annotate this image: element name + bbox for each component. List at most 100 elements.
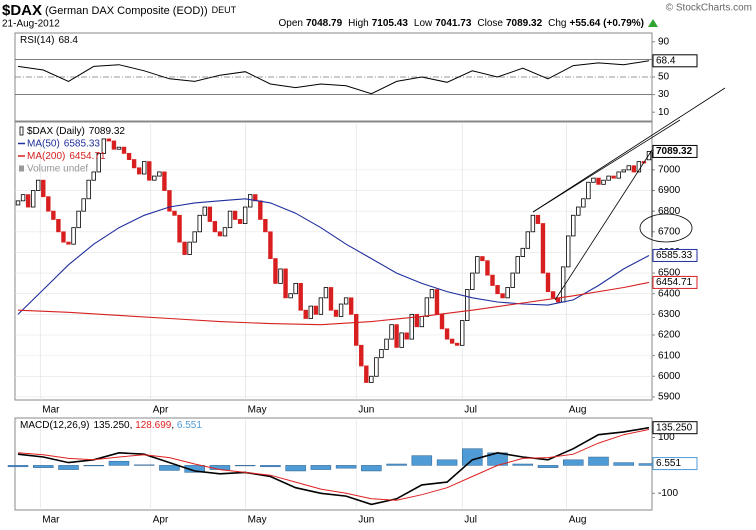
- ma-line: [17, 281, 650, 326]
- candle-body: [419, 316, 425, 328]
- candle-body: [197, 214, 202, 233]
- histogram-bar: [386, 463, 407, 466]
- legend-value: 128.699: [135, 420, 172, 431]
- name: (German DAX Composite (EOD)): [45, 5, 208, 17]
- symbol: $DAX: [2, 2, 42, 19]
- legend-entry: MA(50) 6585.33: [27, 138, 100, 149]
- histogram-bar: [159, 465, 180, 471]
- y-tick-label: 6300: [658, 309, 681, 320]
- candle-body: [91, 171, 96, 181]
- legend-name: RSI(14): [20, 35, 54, 46]
- candle-body: [15, 200, 21, 206]
- annotations: [532, 87, 726, 301]
- candle-body: [162, 171, 167, 191]
- y-tick-label: 10: [658, 107, 670, 118]
- candle-body: [177, 214, 182, 243]
- candle-body: [465, 289, 470, 321]
- value-tag: 7089.32: [652, 144, 698, 158]
- histogram-bar: [436, 459, 458, 466]
- candle-body: [434, 289, 440, 315]
- candle-body: [187, 241, 192, 255]
- candle-body: [81, 198, 86, 212]
- macd-line: [17, 429, 650, 501]
- candle-body: [505, 287, 510, 299]
- candle-body: [313, 305, 319, 315]
- legend-name: Volume undef: [27, 163, 88, 174]
- histogram-bar: [33, 465, 54, 468]
- quote-value: 7048.79: [306, 18, 343, 29]
- y-tick-label: 6800: [658, 206, 681, 217]
- x-tick-label: Jun: [358, 515, 374, 526]
- trend-line: [532, 119, 681, 213]
- histogram-bar: [512, 463, 534, 466]
- y-tick-label: 30: [658, 89, 670, 100]
- candle-body: [41, 179, 46, 198]
- candle-body: [454, 342, 460, 346]
- candle-body: [222, 227, 228, 237]
- y-tick-label: 6200: [658, 330, 681, 341]
- x-tick-label: Jun: [358, 405, 374, 416]
- candle-body: [409, 313, 414, 340]
- candle-body: [121, 146, 127, 154]
- x-tick-label: Jul: [464, 405, 477, 416]
- candle-body: [348, 297, 354, 315]
- x-tick-label: Apr: [153, 515, 169, 526]
- candle-body: [550, 291, 556, 299]
- y-tick-label: 5900: [658, 392, 681, 403]
- separator: ,: [130, 420, 136, 431]
- candle-body: [248, 194, 253, 208]
- candle-body: [606, 175, 611, 181]
- candle-body: [369, 375, 374, 383]
- candle-body: [142, 161, 147, 175]
- candle-body: [354, 313, 359, 346]
- histogram-bar: [209, 465, 231, 470]
- histogram-bar: [7, 465, 29, 468]
- candle-body: [616, 171, 621, 179]
- separator: ,: [171, 420, 177, 431]
- quote-value: 7041.73: [435, 18, 472, 29]
- legend-icon: [19, 165, 24, 172]
- candle-body: [111, 140, 117, 150]
- candle-body: [182, 241, 187, 255]
- candle-body: [36, 179, 41, 191]
- candle-body: [263, 219, 268, 233]
- up-arrow: [648, 19, 658, 27]
- candle-body: [288, 293, 293, 299]
- candle-body: [475, 256, 480, 274]
- candle-body: [227, 210, 233, 229]
- quote-label: Low: [414, 18, 433, 29]
- candle-body: [152, 175, 157, 181]
- histogram-bar: [133, 464, 155, 466]
- rsi-line: [17, 60, 650, 95]
- tag-label: 68.4: [656, 55, 676, 66]
- candle-body: [581, 198, 586, 208]
- candle-body: [76, 210, 81, 229]
- x-tick-label: Aug: [569, 515, 587, 526]
- tag-label: 7089.32: [656, 146, 693, 157]
- candle-body: [449, 338, 455, 344]
- quote-value: 7089.32: [506, 18, 543, 29]
- value-tag: 6454.71: [652, 275, 698, 289]
- candle-body: [242, 206, 248, 224]
- candle-body: [202, 206, 207, 216]
- quote-label: High: [348, 18, 369, 29]
- candle-body: [540, 223, 546, 274]
- macd-line: [17, 426, 650, 506]
- candle-body: [157, 171, 162, 177]
- candle-body: [46, 196, 51, 212]
- legend-entry: $DAX (Daily) 7089.32: [27, 126, 125, 137]
- candle-body: [460, 320, 465, 346]
- candle-body: [525, 231, 531, 249]
- candle-body: [510, 272, 515, 288]
- candle-body: [232, 210, 238, 220]
- candle-body: [359, 344, 364, 367]
- y-tick-label: 6400: [658, 288, 681, 299]
- candle-body: [106, 138, 112, 142]
- candle-body: [71, 227, 76, 245]
- ma-line: [17, 198, 650, 315]
- candle-body: [500, 293, 505, 299]
- candle-body: [323, 287, 329, 299]
- candle-body: [273, 258, 278, 284]
- price-frame: [14, 121, 653, 401]
- candle-body: [278, 268, 283, 284]
